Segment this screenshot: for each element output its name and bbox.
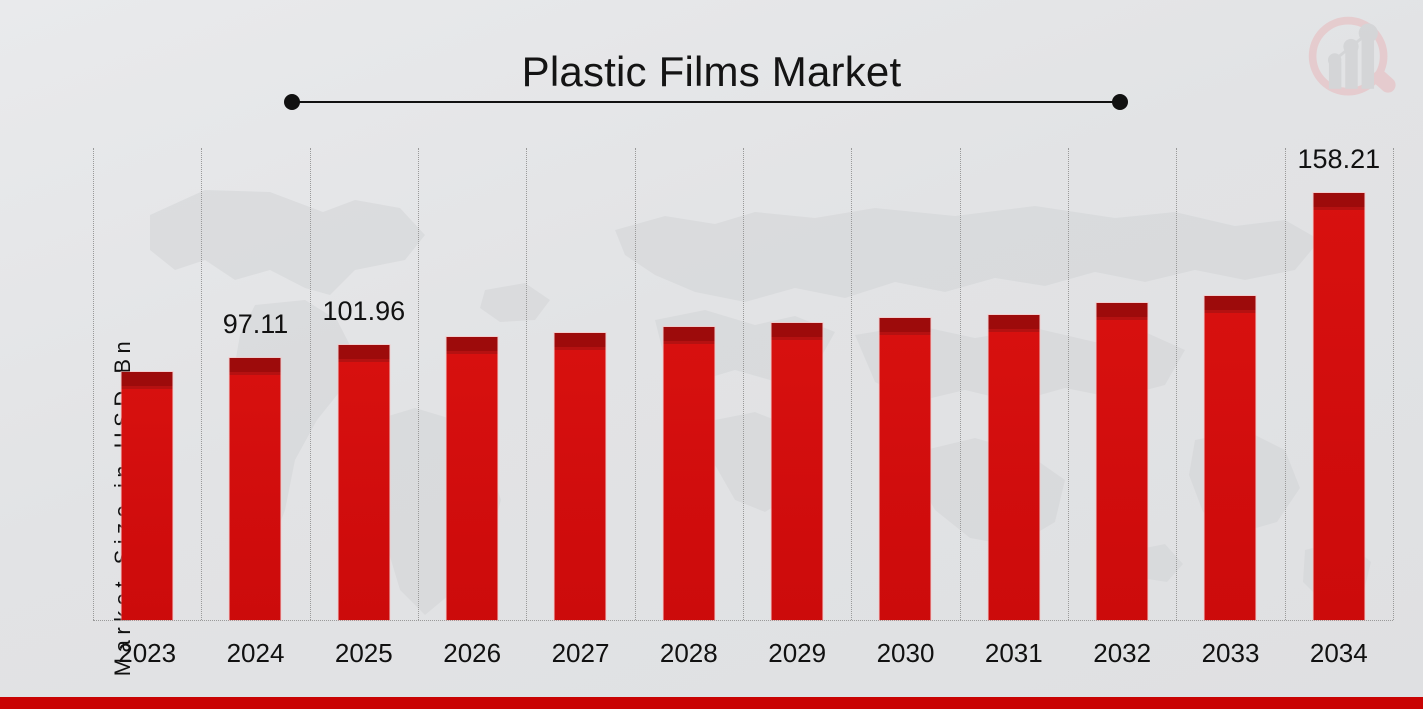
- bar-cap: [446, 337, 498, 354]
- bar-slot: [418, 148, 526, 620]
- x-axis-baseline: [93, 620, 1393, 621]
- bar-slot: [960, 148, 1068, 620]
- gridline-vertical: [959, 148, 961, 620]
- gridline-vertical: [418, 148, 419, 620]
- x-tick-2027: 2027: [551, 638, 610, 668]
- bar-cap: [1313, 193, 1365, 210]
- brand-logo-icon: [1308, 16, 1396, 96]
- bar-cap: [771, 323, 823, 340]
- bar-2030[interactable]: [879, 318, 931, 620]
- gridline-vertical: [93, 148, 94, 620]
- x-tick-2024: 2024: [226, 638, 285, 668]
- bar-cap: [1204, 296, 1256, 313]
- gridline-vertical: [1068, 148, 1069, 620]
- bar-slot: [851, 148, 959, 620]
- x-tick-2023: 2023: [118, 638, 177, 668]
- bar-value-label-2034: 158.21: [1297, 144, 1381, 174]
- bar-cap: [121, 372, 173, 389]
- title-underline-rule: [284, 94, 1128, 110]
- chart-title: Plastic Films Market: [521, 48, 902, 95]
- gridline-vertical: [309, 148, 311, 620]
- gridline-vertical: [851, 148, 853, 620]
- rule-dot-right-icon: [1112, 94, 1128, 110]
- gridline-vertical: [201, 148, 203, 620]
- bar-slot: [635, 148, 743, 620]
- bar-slot: [1176, 148, 1284, 620]
- bar-slot: [93, 148, 201, 620]
- gridline-vertical: [1176, 148, 1178, 620]
- bar-cap: [988, 315, 1040, 332]
- bar-slot: 101.96: [310, 148, 418, 620]
- gridline-vertical: [1393, 148, 1394, 620]
- bar-cap: [1096, 303, 1148, 320]
- rule-dot-left-icon: [284, 94, 300, 110]
- x-tick-2030: 2030: [876, 638, 935, 668]
- bar-slot: 97.11: [201, 148, 309, 620]
- bar-2028[interactable]: [663, 327, 715, 620]
- bottom-red-banner: [0, 697, 1423, 709]
- bar-cap: [338, 345, 390, 362]
- gridline-vertical: [1284, 148, 1286, 620]
- bar-2033[interactable]: [1204, 296, 1256, 620]
- bar-slot: [743, 148, 851, 620]
- x-tick-2031: 2031: [984, 638, 1043, 668]
- bar-value-label-2025: 101.96: [322, 296, 406, 326]
- gridline-vertical: [526, 148, 528, 620]
- bar-2026[interactable]: [446, 337, 498, 620]
- bar-2032[interactable]: [1096, 303, 1148, 620]
- bar-cap: [554, 333, 606, 350]
- bar-2024[interactable]: [229, 358, 281, 620]
- gridline-vertical: [634, 148, 636, 620]
- x-tick-2028: 2028: [659, 638, 718, 668]
- bar-cap: [229, 358, 281, 375]
- bar-2034[interactable]: [1313, 193, 1365, 620]
- bar-2027[interactable]: [554, 333, 606, 620]
- x-tick-2033: 2033: [1201, 638, 1260, 668]
- bar-slot: [526, 148, 634, 620]
- bar-cap: [663, 327, 715, 344]
- x-tick-2032: 2032: [1093, 638, 1152, 668]
- x-tick-2029: 2029: [768, 638, 827, 668]
- x-tick-2025: 2025: [334, 638, 393, 668]
- x-tick-2026: 2026: [443, 638, 502, 668]
- bar-slot: [1068, 148, 1176, 620]
- gridline-vertical: [743, 148, 744, 620]
- bar-cap: [879, 318, 931, 335]
- bar-2029[interactable]: [771, 323, 823, 620]
- bar-value-label-2024: 97.11: [222, 309, 289, 339]
- bar-2023[interactable]: [121, 372, 173, 620]
- bar-2025[interactable]: [338, 345, 390, 620]
- x-tick-2034: 2034: [1309, 638, 1368, 668]
- bar-2031[interactable]: [988, 315, 1040, 620]
- bar-slot: 158.21: [1285, 144, 1393, 620]
